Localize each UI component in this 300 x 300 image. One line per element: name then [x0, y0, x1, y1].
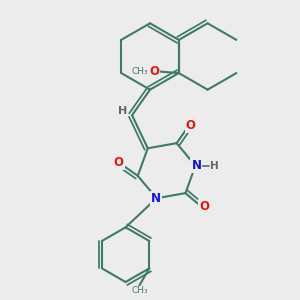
Text: H: H: [118, 106, 127, 116]
Text: H: H: [210, 160, 219, 171]
Text: O: O: [114, 156, 124, 169]
Text: N: N: [191, 159, 201, 172]
Text: O: O: [199, 200, 209, 213]
Text: O: O: [186, 119, 196, 132]
Text: CH₃: CH₃: [131, 286, 148, 295]
Text: CH₃: CH₃: [132, 67, 148, 76]
Text: methoxy: methoxy: [140, 70, 146, 71]
Text: O: O: [149, 64, 159, 78]
Text: N: N: [151, 192, 160, 205]
